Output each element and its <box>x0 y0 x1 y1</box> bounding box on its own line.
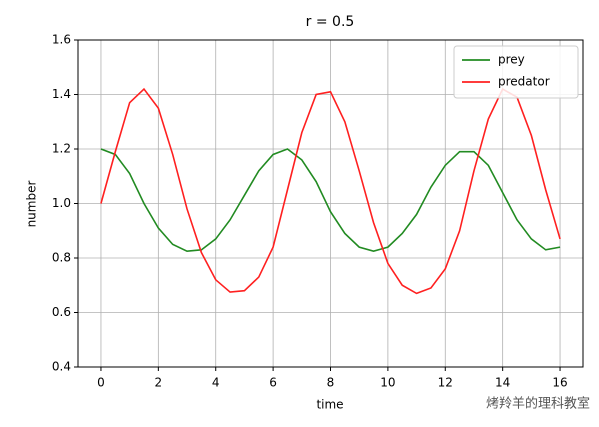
y-tick-label: 1.0 <box>52 196 71 210</box>
x-tick-label: 2 <box>155 376 163 390</box>
y-tick-label: 1.6 <box>52 33 71 47</box>
y-tick-label: 0.4 <box>52 360 71 374</box>
legend-box <box>453 45 579 99</box>
x-tick-label: 16 <box>552 376 567 390</box>
y-tick-label: 1.4 <box>52 87 71 101</box>
series-line <box>100 87 561 295</box>
legend-label: predator <box>498 75 550 89</box>
y-tick-label: 0.8 <box>52 251 71 265</box>
y-axis-label: number <box>25 181 39 228</box>
watermark: 烤羚羊的理科教室 <box>486 396 590 412</box>
x-tick-label: 0 <box>97 376 105 390</box>
x-tick-label: 12 <box>438 376 453 390</box>
x-tick-label: 8 <box>327 376 335 390</box>
x-axis-label: time <box>316 398 343 412</box>
plot-frame <box>77 39 584 368</box>
x-tick-label: 4 <box>212 376 220 390</box>
y-tick-label: 0.6 <box>52 305 71 319</box>
x-tick-label: 10 <box>380 376 395 390</box>
y-tick-label: 1.2 <box>52 142 71 156</box>
x-tick-label: 6 <box>269 376 277 390</box>
x-tick-label: 14 <box>495 376 510 390</box>
legend-label: prey <box>498 53 525 67</box>
chart-title: r = 0.5 <box>306 14 355 30</box>
series-line <box>100 148 561 253</box>
